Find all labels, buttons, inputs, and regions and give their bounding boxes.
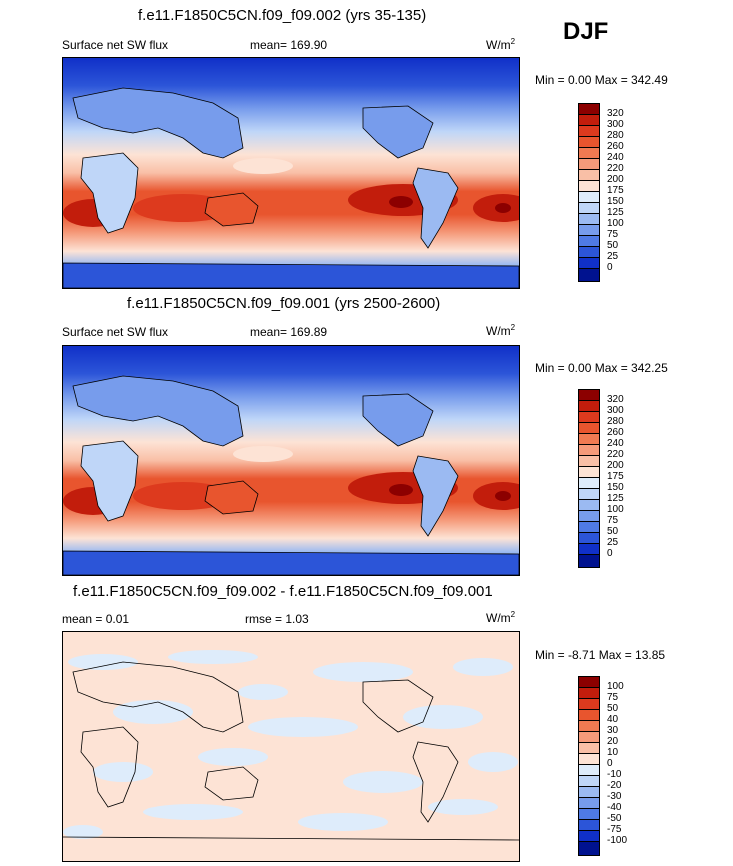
panel-1-field-plot bbox=[63, 58, 519, 288]
panel-2-colorbar bbox=[578, 389, 600, 568]
colorbar-tick: 125 bbox=[607, 493, 624, 504]
colorbar-tick: 200 bbox=[607, 174, 624, 185]
colorbar-tick: 75 bbox=[607, 229, 619, 240]
colorbar-tick: 200 bbox=[607, 460, 624, 471]
colorbar-tick: -50 bbox=[607, 813, 622, 824]
panel-2-map bbox=[62, 345, 520, 576]
colorbar-tick: -10 bbox=[607, 769, 622, 780]
colorbar-tick: 100 bbox=[607, 218, 624, 229]
panel-2-mean-label: mean= 169.89 bbox=[250, 325, 328, 339]
colorbar-tick: 75 bbox=[607, 692, 619, 703]
colorbar-tick: 240 bbox=[607, 438, 624, 449]
panel-1-title: f.e11.F1850C5CN.f09_f09.002 (yrs 35-135) bbox=[138, 7, 427, 24]
panel-2-minmax: Min = 0.00 Max = 342.25 bbox=[535, 361, 668, 375]
panel-1-variable-label: Surface net SW flux bbox=[62, 38, 169, 52]
colorbar-tick: 100 bbox=[607, 504, 624, 515]
colorbar-tick: 10 bbox=[607, 747, 619, 758]
colorbar-tick: 0 bbox=[607, 548, 613, 559]
colorbar-tick: 320 bbox=[607, 108, 624, 119]
panel-3-title: f.e11.F1850C5CN.f09_f09.002 - f.e11.F185… bbox=[73, 583, 493, 600]
colorbar-tick: 25 bbox=[607, 537, 619, 548]
panel-2-units: W/m2 bbox=[486, 323, 516, 338]
colorbar-tick: 300 bbox=[607, 405, 624, 416]
colorbar-tick: 240 bbox=[607, 152, 624, 163]
colorbar-tick: 280 bbox=[607, 130, 624, 141]
colorbar-tick: 260 bbox=[607, 427, 624, 438]
panel-3-minmax: Min = -8.71 Max = 13.85 bbox=[535, 648, 666, 662]
colorbar-tick: 75 bbox=[607, 515, 619, 526]
panel-3-colorbar bbox=[578, 676, 600, 856]
colorbar-tick: 150 bbox=[607, 482, 624, 493]
colorbar-tick: 50 bbox=[607, 526, 619, 537]
panel-3-map bbox=[62, 631, 520, 862]
season-label: DJF bbox=[563, 18, 609, 45]
colorbar-tick: -100 bbox=[607, 835, 628, 846]
colorbar-tick: 50 bbox=[607, 703, 619, 714]
colorbar-tick: 220 bbox=[607, 163, 624, 174]
colorbar-tick: -75 bbox=[607, 824, 622, 835]
colorbar-tick: 20 bbox=[607, 736, 619, 747]
panel-1-units: W/m2 bbox=[486, 37, 516, 52]
panel-2-continents bbox=[63, 375, 519, 575]
colorbar-tick: 280 bbox=[607, 416, 624, 427]
panel-2-variable-label: Surface net SW flux bbox=[62, 325, 169, 339]
colorbar-tick: 175 bbox=[607, 185, 624, 196]
panel-2-title: f.e11.F1850C5CN.f09_f09.001 (yrs 2500-26… bbox=[127, 295, 441, 312]
colorbar-tick: 175 bbox=[607, 471, 624, 482]
colorbar-tick: 150 bbox=[607, 196, 624, 207]
panel-2-field-plot bbox=[63, 346, 519, 575]
colorbar-tick: 50 bbox=[607, 240, 619, 251]
colorbar-tick: 0 bbox=[607, 758, 613, 769]
colorbar-tick: -20 bbox=[607, 780, 622, 791]
colorbar-tick: -40 bbox=[607, 802, 622, 813]
colorbar-tick: 125 bbox=[607, 207, 624, 218]
colorbar-tick: 25 bbox=[607, 251, 619, 262]
colorbar-tick: 220 bbox=[607, 449, 624, 460]
panel-1-continents bbox=[63, 87, 519, 288]
panel-3-negative-patches bbox=[63, 650, 518, 839]
colorbar-tick: 100 bbox=[607, 681, 624, 692]
colorbar-tick: 260 bbox=[607, 141, 624, 152]
panel-1-minmax: Min = 0.00 Max = 342.49 bbox=[535, 73, 668, 87]
panel-1-colorbar bbox=[578, 103, 600, 282]
panel-3-mean-label: mean = 0.01 bbox=[62, 612, 130, 626]
colorbar-tick: 0 bbox=[607, 262, 613, 273]
colorbar-tick: 30 bbox=[607, 725, 619, 736]
colorbar-tick: 320 bbox=[607, 394, 624, 405]
panel-3-units: W/m2 bbox=[486, 610, 516, 625]
panel-3-continents bbox=[63, 661, 519, 841]
panel-1-map bbox=[62, 57, 520, 289]
panel-3-rmse-label: rmse = 1.03 bbox=[245, 612, 309, 626]
panel-1-mean-label: mean= 169.90 bbox=[250, 38, 328, 52]
colorbar-tick: 40 bbox=[607, 714, 619, 725]
colorbar-tick: -30 bbox=[607, 791, 622, 802]
colorbar-tick: 300 bbox=[607, 119, 624, 130]
panel-3-field-plot bbox=[63, 632, 519, 861]
